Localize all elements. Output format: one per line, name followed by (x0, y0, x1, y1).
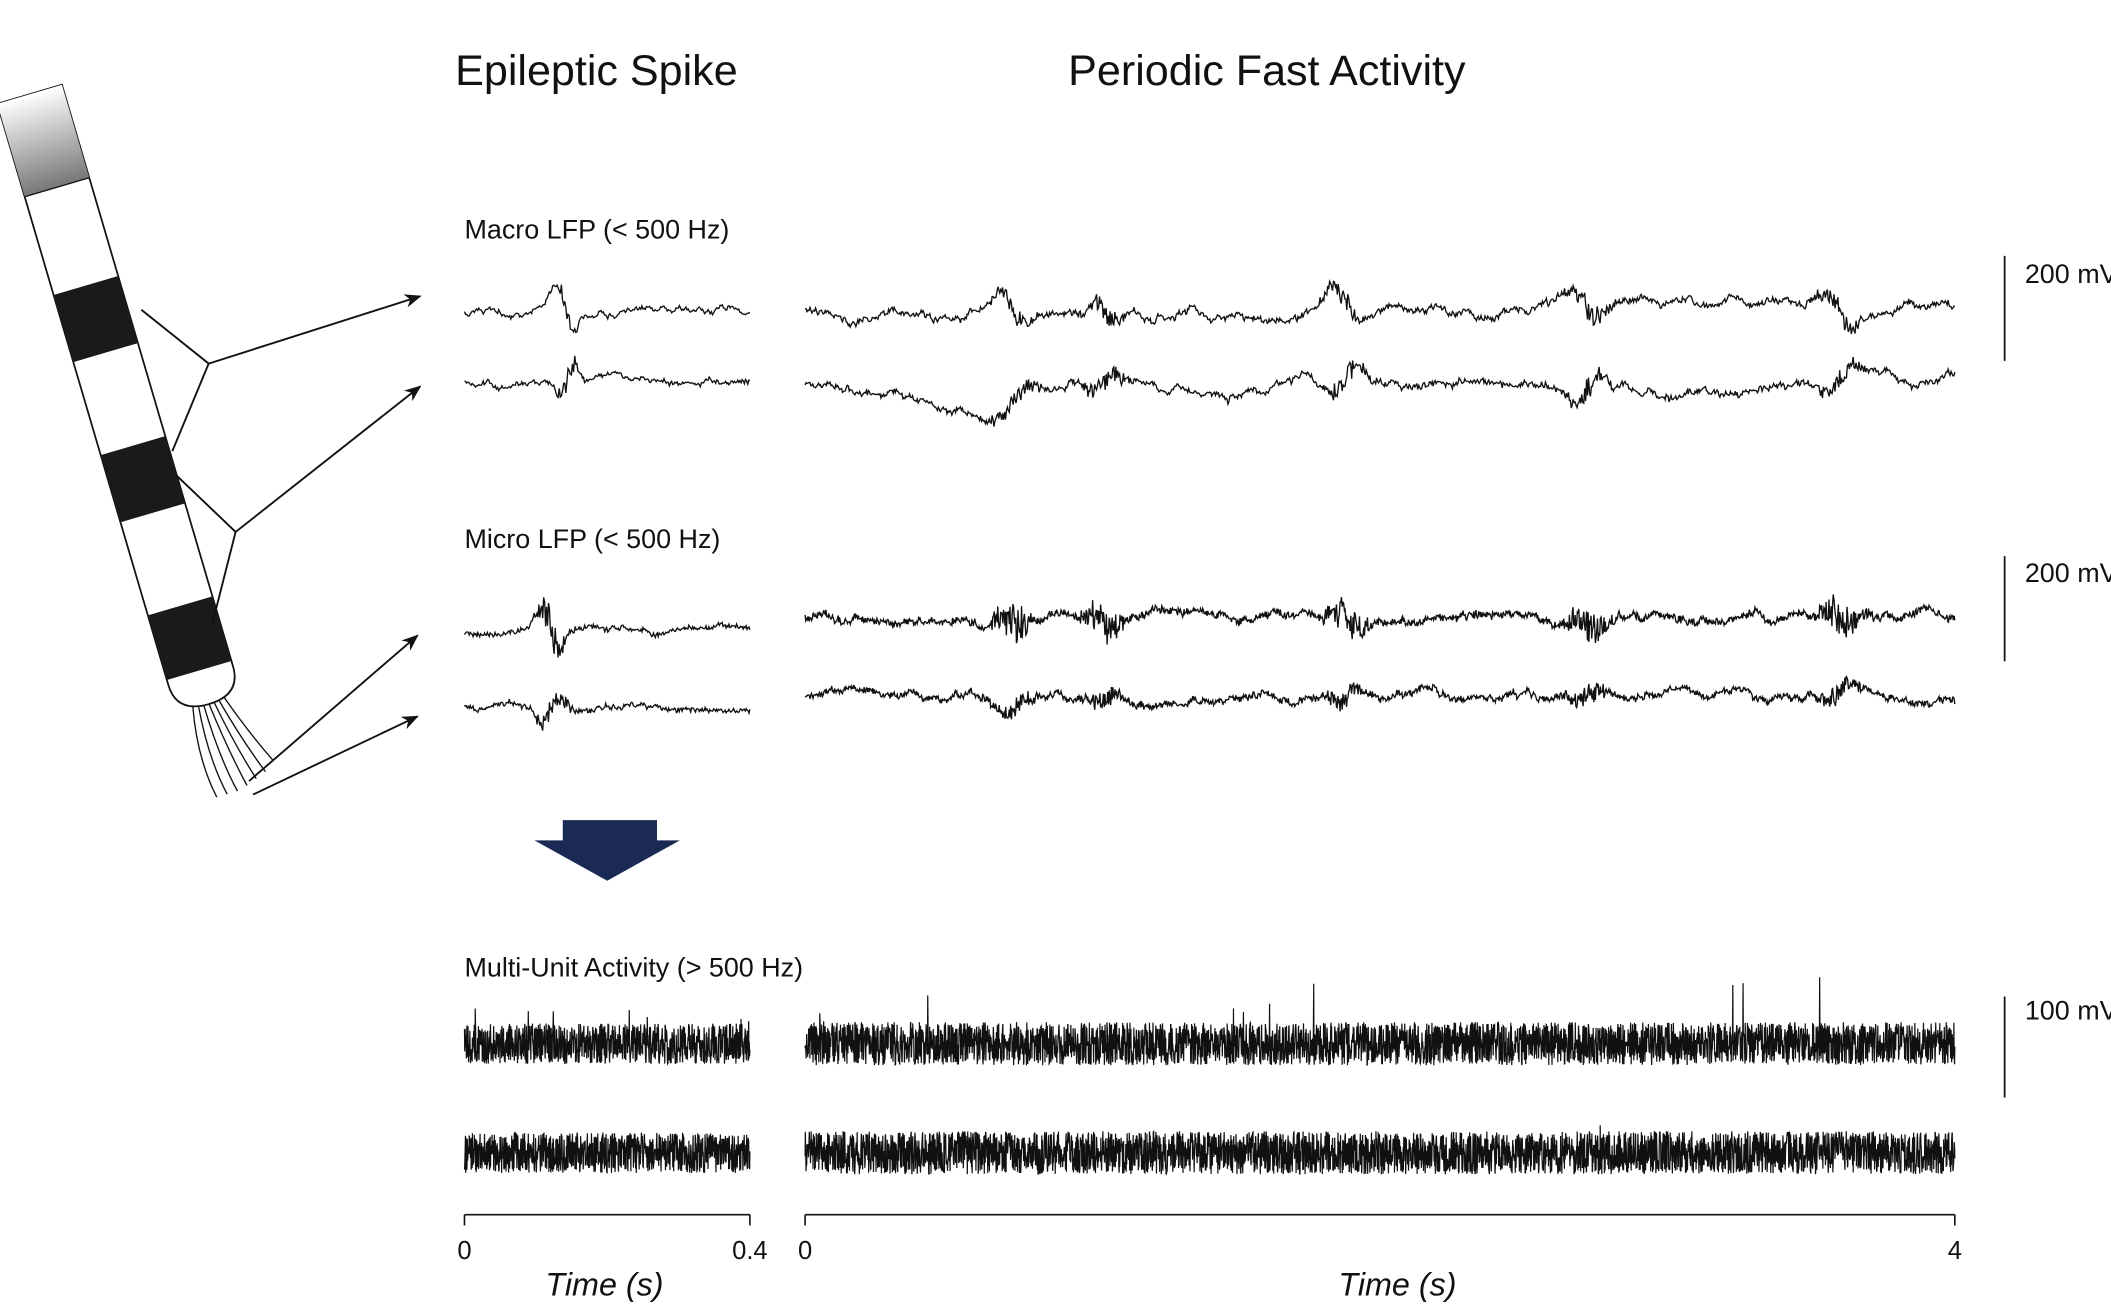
microwires (192, 696, 274, 798)
axis-label: Time (s) (545, 1266, 663, 1302)
panel-label: Micro LFP (< 500 Hz) (464, 524, 720, 554)
trace (804, 675, 1956, 720)
column-title: Epileptic Spike (455, 47, 738, 95)
trace (804, 279, 1956, 335)
contact (100, 436, 186, 523)
scale-label: 200 mV (2025, 558, 2111, 588)
contact (147, 596, 232, 680)
axis-label: Time (s) (1338, 1266, 1456, 1302)
trace (804, 356, 1956, 427)
traces (463, 279, 1956, 1176)
trace (464, 355, 751, 399)
trace (463, 283, 751, 334)
electrode-fade (0, 84, 90, 197)
panel-label: Macro LFP (< 500 Hz) (464, 214, 729, 244)
trace (463, 1131, 751, 1174)
tick-label: 4 (1948, 1237, 1962, 1265)
scale-label: 200 mV (2025, 259, 2111, 289)
trace (463, 597, 751, 658)
electrode (0, 83, 274, 798)
tick-label: 0.4 (732, 1237, 768, 1265)
tick-label: 0 (457, 1237, 471, 1265)
panel-label: Multi-Unit Activity (> 500 Hz) (464, 952, 803, 982)
trace (804, 1125, 1956, 1176)
connectors (140, 294, 422, 796)
trace (463, 1008, 751, 1066)
trace (804, 594, 1956, 645)
column-title: Periodic Fast Activity (1068, 47, 1466, 95)
trace (804, 977, 1956, 1067)
down-arrow (534, 820, 680, 881)
trace (463, 693, 751, 731)
scale-label: 100 mV (2025, 995, 2111, 1025)
contact (53, 275, 138, 363)
tick-label: 0 (798, 1237, 812, 1265)
time-axes (463, 1213, 1956, 1226)
